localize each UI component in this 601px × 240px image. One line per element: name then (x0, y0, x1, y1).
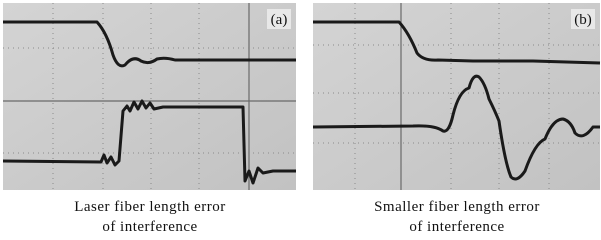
caption-line: of interference (409, 219, 504, 235)
panel-label: (a) (271, 12, 288, 28)
panel-b: (b) (313, 3, 600, 190)
scope-screen (313, 3, 600, 190)
figure: (a) (b) Laser fiber length error of inte… (0, 0, 601, 240)
caption-line: Smaller fiber length error (374, 199, 540, 215)
panel-a: (a) (3, 3, 296, 190)
caption-line: Laser fiber length error (74, 199, 226, 215)
caption-line: of interference (102, 219, 197, 235)
panel-label: (b) (574, 12, 592, 28)
